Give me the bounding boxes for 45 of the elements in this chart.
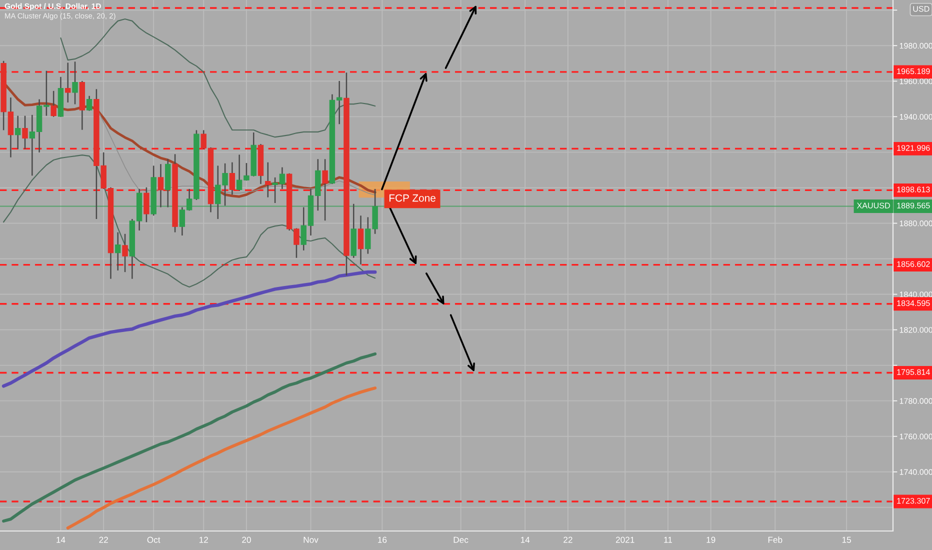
x-tick-label: 15 — [842, 536, 851, 543]
candlestick — [158, 163, 164, 208]
x-tick-label: Nov — [304, 536, 318, 543]
line-series — [3, 154, 376, 288]
annotation: XAUUSD — [856, 202, 890, 208]
ref-line-label: 1965.189 — [897, 68, 930, 74]
candlestick — [65, 62, 71, 104]
line-series — [60, 18, 376, 138]
candlestick — [229, 162, 236, 196]
x-tick-label: 14 — [520, 536, 530, 543]
line-series — [2, 270, 377, 388]
x-tick-label: 11 — [664, 536, 672, 543]
x-tick-label: 22 — [564, 536, 572, 543]
x-tick-label: 19 — [706, 536, 716, 543]
candlestick — [15, 115, 21, 150]
x-tick-label: Oct — [147, 536, 160, 543]
candlestick — [265, 162, 271, 198]
ref-line-label: 1921.996 — [897, 145, 930, 151]
ref-line-label: 1723.307 — [897, 498, 930, 504]
candlestick — [115, 232, 121, 272]
x-tick-label: 14 — [56, 536, 66, 543]
ref-line-label: 1834.595 — [897, 300, 930, 306]
x-tick-label: Dec — [454, 536, 468, 543]
candlestick — [122, 233, 128, 273]
candlestick — [50, 90, 56, 118]
band-label: FCP Zone — [389, 194, 436, 202]
ref-line-label: 1889.565 — [897, 202, 930, 208]
candlestick — [22, 115, 28, 150]
x-tick-label: 22 — [99, 536, 108, 543]
text: USD — [913, 6, 930, 12]
line-series — [2, 352, 377, 523]
ref-line-label: 1856.602 — [897, 261, 930, 267]
x-tick-label: 16 — [378, 536, 387, 543]
candlestick — [358, 214, 364, 266]
x-tick-label: Feb — [768, 536, 782, 543]
line-series — [66, 386, 377, 530]
x-tick-label: 20 — [242, 536, 251, 543]
candlestick — [86, 95, 92, 112]
ref-line-label: 1898.613 — [897, 186, 930, 192]
ref-line-label: 1795.814 — [897, 369, 930, 375]
candlestick — [144, 186, 150, 223]
candlestick — [322, 158, 328, 222]
x-tick-label: 2021 — [616, 536, 634, 543]
candlestick — [72, 61, 78, 105]
x-tick-label: 12 — [199, 536, 208, 543]
